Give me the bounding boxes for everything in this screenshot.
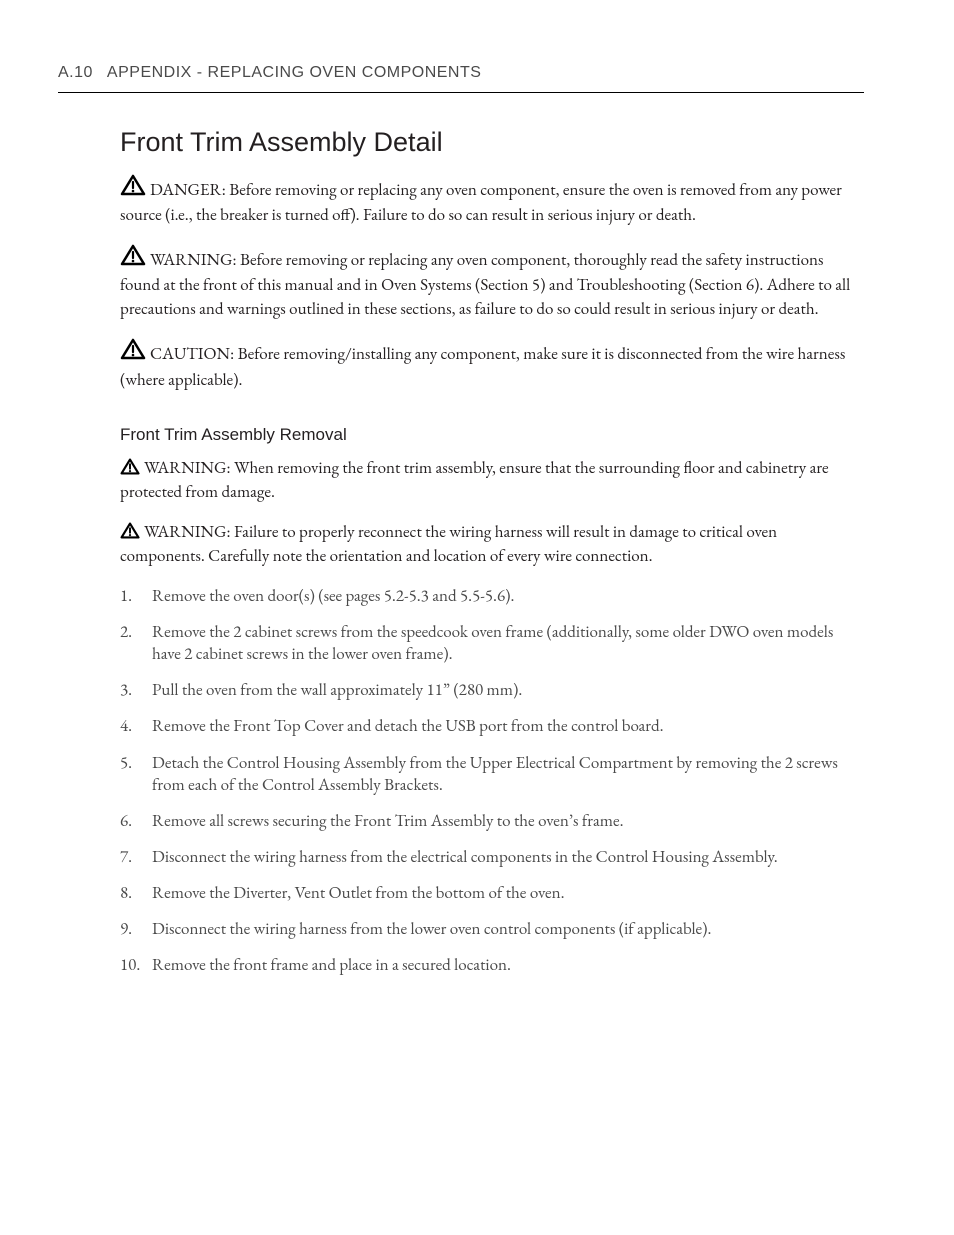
step-item: Remove the 2 cabinet screws from the spe… (120, 621, 864, 665)
warning-icon (120, 338, 146, 366)
sub-warning-2-paragraph: WARNING: Failure to properly reconnect t… (120, 521, 864, 567)
step-item: Disconnect the wiring harness from the e… (120, 846, 864, 868)
step-item: Remove the Diverter, Vent Outlet from th… (120, 882, 864, 904)
header-rule (58, 92, 864, 93)
sub-warning-2-text: WARNING: Failure to properly reconnect t… (120, 521, 777, 567)
warning-icon (120, 174, 146, 202)
step-item: Remove the Front Top Cover and detach th… (120, 715, 864, 737)
running-head: A.10 APPENDIX - REPLACING OVEN COMPONENTS (58, 64, 864, 82)
step-item: Detach the Control Housing Assembly from… (120, 752, 864, 796)
caution-text: CAUTION: Before removing/installing any … (120, 343, 845, 390)
step-item: Remove the oven door(s) (see pages 5.2-5… (120, 585, 864, 607)
section-title: Front Trim Assembly Detail (120, 127, 864, 158)
warning1-text: WARNING: Before removing or replacing an… (120, 249, 850, 320)
sub-warning-1-paragraph: WARNING: When removing the front trim as… (120, 457, 864, 503)
caution-paragraph: CAUTION: Before removing/installing any … (120, 338, 864, 390)
step-item: Pull the oven from the wall approximatel… (120, 679, 864, 701)
warning-icon (120, 244, 146, 272)
danger-paragraph: DANGER: Before removing or replacing any… (120, 174, 864, 226)
danger-text: DANGER: Before removing or replacing any… (120, 179, 842, 226)
step-item: Remove all screws securing the Front Tri… (120, 810, 864, 832)
warning1-paragraph: WARNING: Before removing or replacing an… (120, 244, 864, 320)
page: A.10 APPENDIX - REPLACING OVEN COMPONENTS… (0, 0, 954, 1235)
page-number: A.10 (58, 64, 93, 81)
step-item: Disconnect the wiring harness from the l… (120, 918, 864, 940)
warning-icon (120, 522, 140, 545)
warning-icon (120, 458, 140, 481)
sub-warning-1-text: WARNING: When removing the front trim as… (120, 457, 829, 503)
step-item: Remove the front frame and place in a se… (120, 954, 864, 976)
steps-list: Remove the oven door(s) (see pages 5.2-5… (120, 585, 864, 976)
subsection-title: Front Trim Assembly Removal (120, 425, 864, 445)
section-name: APPENDIX - REPLACING OVEN COMPONENTS (107, 64, 482, 81)
content-area: Front Trim Assembly Detail DANGER: Befor… (90, 127, 864, 976)
